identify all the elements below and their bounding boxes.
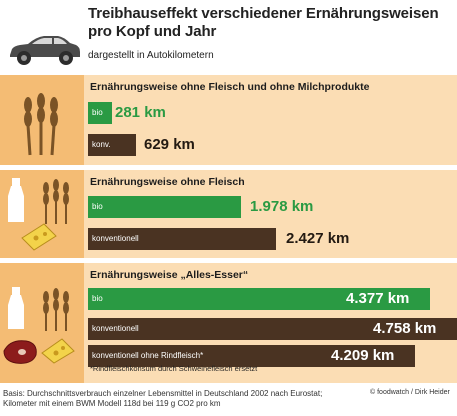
group-panel: Ernährungsweise ohne Fleisch und ohne Mi… — [84, 75, 457, 165]
group-icons — [0, 75, 82, 165]
chart-title-line2: pro Kopf und Jahr — [88, 23, 217, 40]
value-label: 281 km — [115, 104, 166, 121]
bar-label: bio — [92, 108, 103, 117]
value-label: 4.377 km — [346, 290, 410, 307]
group-panel: Ernährungsweise „Alles-Esser“ bio 4.377 … — [84, 263, 457, 383]
value-label: 4.209 km — [331, 347, 395, 364]
wheat-icon — [24, 93, 58, 156]
omnivore-icons — [3, 287, 75, 364]
wheat-icon — [43, 179, 69, 224]
bar-omnivore-ohne-rindfleisch: konventionell ohne Rindfleisch* — [88, 345, 415, 367]
cheese-icon — [41, 338, 75, 364]
group-panel: Ernährungsweise ohne Fleisch bio 1.978 k… — [84, 170, 457, 258]
value-label: 629 km — [144, 136, 195, 153]
bar-omnivore-konventionell: konventionell — [88, 318, 457, 340]
milk-bottle-icon — [8, 287, 24, 329]
group-title: Ernährungsweise „Alles-Esser“ — [90, 269, 249, 281]
value-label: 4.758 km — [373, 320, 437, 337]
bar-label: konventionell — [92, 324, 139, 333]
group-title: Ernährungsweise ohne Fleisch und ohne Mi… — [90, 81, 370, 93]
cheese-icon — [21, 223, 57, 251]
source-note-line2: Kilometer mit einem BWM Modell 118d bei … — [3, 399, 221, 408]
bar-vegan-konventionell: konv. — [88, 134, 136, 156]
wheat-icon — [43, 288, 69, 331]
chart-subtitle: dargestellt in Autokilometern — [88, 50, 214, 61]
bar-vegetarian-konventionell: konventionell — [88, 228, 276, 250]
bar-vegetarian-bio: bio — [88, 196, 241, 218]
milk-bottle-icon — [8, 178, 24, 222]
chart-header: Treibhauseffekt verschiedener Ernährungs… — [0, 0, 457, 72]
bar-vegan-bio: bio — [88, 102, 112, 124]
bar-label: konventionell — [92, 234, 139, 243]
car-icon — [10, 36, 80, 65]
source-note-line1: Basis: Durchschnittsverbrauch einzelner … — [3, 389, 323, 398]
value-label: 1.978 km — [250, 198, 314, 215]
bar-label: bio — [92, 294, 103, 303]
bar-label: konventionell ohne Rindfleisch* — [92, 351, 204, 360]
bar-label: konv. — [92, 140, 111, 149]
group-icons — [0, 170, 82, 258]
bar-label: bio — [92, 202, 103, 211]
steak-icon — [3, 340, 37, 364]
bar-omnivore-bio: bio — [88, 288, 430, 310]
group-omnivore: Ernährungsweise „Alles-Esser“ bio 4.377 … — [0, 263, 457, 383]
footnote: *Rindfleischkonsum durch Schweinefleisch… — [90, 364, 258, 373]
group-title: Ernährungsweise ohne Fleisch — [90, 176, 245, 188]
credit: © foodwatch / Dirk Heider — [370, 389, 450, 396]
source-note: Basis: Durchschnittsverbrauch einzelner … — [3, 389, 322, 409]
group-vegan: Ernährungsweise ohne Fleisch und ohne Mi… — [0, 75, 457, 165]
value-label: 2.427 km — [286, 230, 350, 247]
group-icons — [0, 263, 82, 383]
chart-title-line1: Treibhauseffekt verschiedener Ernährungs… — [88, 5, 439, 22]
group-vegetarian: Ernährungsweise ohne Fleisch bio 1.978 k… — [0, 170, 457, 258]
vegetarian-icons — [8, 178, 69, 251]
